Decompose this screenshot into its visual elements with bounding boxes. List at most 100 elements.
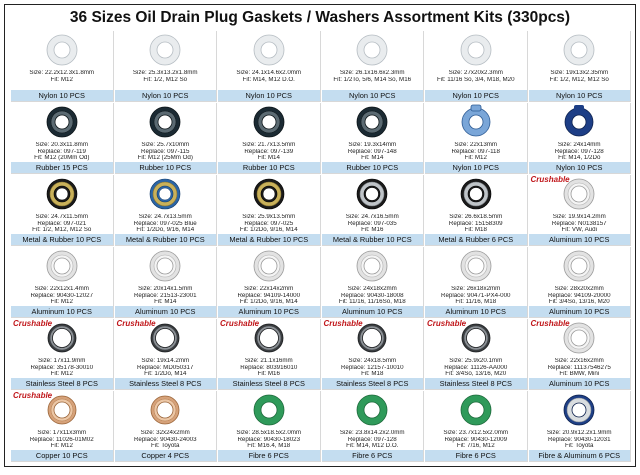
material-count-label: Metal & Rubber 10 PCS xyxy=(218,234,320,245)
spec-line: Size: 25.9x13.5mm xyxy=(242,214,296,220)
crushable-label: Crushable xyxy=(530,175,570,184)
gasket-cell: Size: 21.7x13.5mm Replace: 097-139 Fit: M1… xyxy=(218,103,321,174)
spec-line: Fit: 1/2, M12, M12 So xyxy=(549,76,609,83)
spec-line: Fit: 7/16, M12 xyxy=(456,443,495,450)
washer-icon xyxy=(427,392,525,428)
spec-line: Replace: 94109-20000 xyxy=(547,292,611,299)
washer-icon xyxy=(220,32,318,68)
material-count-label: Stainless Steel 8 PCS xyxy=(114,378,216,389)
spec-line: Size: 23.7x12.5x2.0mm xyxy=(443,430,509,436)
material-count-label: Aluminum 10 PCS xyxy=(114,306,216,317)
spec-line: Size: 27x20x2.3mm xyxy=(448,70,503,76)
gasket-cell: Size: 25.3x13.2x1.8mm Fit: 1/2, M12 So Nyl… xyxy=(114,31,217,102)
washer-icon xyxy=(117,392,215,428)
spec-line: Size: 22x13mm xyxy=(454,142,498,148)
spec-line: Size: 22x14x2mm xyxy=(244,286,294,292)
gasket-cell: Crushable Size: 22x16x2mm Replace: 1113754… xyxy=(528,319,631,390)
washer-icon xyxy=(220,320,318,356)
spec-line: Fit: 1/2To, 5/6, M14 So, M16 xyxy=(333,76,412,83)
material-count-label: Rubber 10 PCS xyxy=(114,162,216,173)
spec-line: Replace: 097-139 xyxy=(244,148,294,155)
material-count-label: Rubber 15 PCS xyxy=(11,162,113,173)
spec-line: Fit: M16.4, M18 xyxy=(247,443,291,450)
spec-line: Replace: 90430-24003 xyxy=(133,436,197,443)
gasket-spec: Size: 21.7x13.5mm Replace: 097-139 Fit: M1… xyxy=(218,142,320,162)
gasket-spec: Size: 26x18x2mm Replace: 90471-PX4-000 Fit… xyxy=(425,286,527,306)
washer-icon xyxy=(13,248,111,284)
material-count-label: Aluminum 10 PCS xyxy=(218,306,320,317)
gasket-spec: Size: 22x12x1.4mm Replace: 90430-12027 Fit… xyxy=(11,286,113,306)
spec-line: Fit: M14 xyxy=(257,155,280,162)
gasket-grid: Size: 22.2x12.3x1.8mm Fit: M12 Nylon 10 PC… xyxy=(11,31,631,462)
material-count-label: Stainless Steel 8 PCS xyxy=(11,378,113,389)
spec-line: Replace: N0138157 xyxy=(551,220,607,227)
spec-line: Fit: M18 xyxy=(361,371,384,378)
gasket-spec: Size: 19.9x14.2mm Replace: N0138157 Fit: V… xyxy=(529,214,631,234)
material-count-label: Fibre 6 PCS xyxy=(321,450,423,461)
material-count-label: Fibre 6 PCS xyxy=(425,450,527,461)
spec-line: Size: 24x18x2mm xyxy=(347,286,397,292)
gasket-cell: Size: 22x13mm Replace: 097-118 Fit: M12 Nyl… xyxy=(425,103,528,174)
washer-icon xyxy=(220,392,318,428)
gasket-cell: Size: 20.9x12.2x1.9mm Replace: 90430-1203… xyxy=(528,391,631,462)
spec-line: Fit: M14, 1/2Do xyxy=(558,155,601,162)
washer-icon xyxy=(324,248,422,284)
spec-line: Fit: M12 xyxy=(464,155,487,162)
gasket-cell: Size: 22x14x2mm Replace: 94109-14000 Fit: … xyxy=(218,247,321,318)
spec-line: Replace: 097-115 xyxy=(141,148,190,155)
gasket-spec: Size: 24.7x11.5mm Replace: 097-021 Fit: 1/… xyxy=(11,214,113,234)
gasket-spec: Size: 23.8x14.2x2.0mm Replace: 097-128 Fit… xyxy=(322,430,424,450)
spec-line: Fit: M16 xyxy=(257,371,280,378)
crushable-label: Crushable xyxy=(220,319,260,328)
washer-icon xyxy=(117,320,215,356)
spec-line: Replace: 21513-23001 xyxy=(133,292,197,299)
spec-line: Size: 26.6x18.5mm xyxy=(449,214,503,220)
crushable-label: Crushable xyxy=(116,319,156,328)
spec-line: Size: 24.7x16.5mm xyxy=(345,214,399,220)
washer-icon xyxy=(13,104,111,140)
gasket-spec: Size: 17x11x3mm Replace: 11026-01M02 Fit: … xyxy=(11,430,113,450)
material-count-label: Aluminum 10 PCS xyxy=(425,306,527,317)
spec-line: Size: 22.2x12.3x1.8mm xyxy=(29,70,95,76)
spec-line: Size: 22x16x2mm xyxy=(554,358,604,364)
gasket-cell: Crushable Size: 17x11.9mm Replace: 35178-3… xyxy=(11,319,114,390)
gasket-cell: Crushable Size: 17x11x3mm Replace: 11026-0… xyxy=(11,391,114,462)
washer-icon xyxy=(220,176,318,212)
spec-line: Replace: 90430-18023 xyxy=(237,436,301,443)
washer-icon xyxy=(427,248,525,284)
material-count-label: Rubber 10 PCS xyxy=(321,162,423,173)
gasket-spec: Size: 24.7x13.5mm Replace: 097-025 Blue Fi… xyxy=(115,214,217,234)
gasket-spec: Size: 24x18x2mm Replace: 90430-18008 Fit: … xyxy=(322,286,424,306)
washer-icon xyxy=(324,320,422,356)
spec-line: Size: 26.1x16.6x2.3mm xyxy=(339,70,405,76)
crushable-label: Crushable xyxy=(530,319,570,328)
spec-line: Size: 19x14.2mm xyxy=(141,358,190,364)
spec-line: Fit: 1/2, M12 So xyxy=(143,76,188,83)
spec-line: Size: 24x18.5mm xyxy=(348,358,397,364)
spec-line: Fit: 3/4So, 13/16, M20 xyxy=(445,371,507,378)
washer-icon xyxy=(531,392,629,428)
spec-line: Size: 24.7x11.5mm xyxy=(35,214,88,220)
spec-line: Size: 21.7x13.5mm xyxy=(242,142,296,148)
material-count-label: Metal & Rubber 6 PCS xyxy=(425,234,527,245)
material-count-label: Metal & Rubber 10 PCS xyxy=(11,234,113,245)
gasket-spec: Size: 19x13x2.35mm Fit: 1/2, M12, M12 So xyxy=(529,70,631,83)
spec-line: Size: 19.3x14mm xyxy=(348,142,397,148)
gasket-spec: Size: 32x24x2mm Replace: 90430-24003 Fit: … xyxy=(115,430,217,450)
washer-icon xyxy=(427,104,525,140)
spec-line: Fit: Toyota xyxy=(151,443,180,450)
spec-line: Fit: 11/16 So, 3/4, M18, M20 xyxy=(436,76,515,83)
spec-line: Size: 32x24x2mm xyxy=(140,430,190,436)
spec-line: Fit: 1/2Do, 9/16, M14 xyxy=(239,299,298,306)
material-count-label: Metal & Rubber 10 PCS xyxy=(114,234,216,245)
gasket-cell: Size: 28x20x2mm Replace: 94109-20000 Fit: … xyxy=(528,247,631,318)
spec-line: Replace: 12157-10010 xyxy=(340,364,404,371)
washer-icon xyxy=(13,320,111,356)
material-count-label: Fibre & Aluminum 6 PCS xyxy=(528,450,630,461)
spec-line: Fit: M14 xyxy=(154,299,177,306)
spec-line: Fit: M14 xyxy=(361,155,384,162)
washer-icon xyxy=(117,248,215,284)
washer-icon xyxy=(13,176,111,212)
crushable-label: Crushable xyxy=(427,319,467,328)
gasket-cell: Size: 26x18x2mm Replace: 90471-PX4-000 Fit… xyxy=(425,247,528,318)
